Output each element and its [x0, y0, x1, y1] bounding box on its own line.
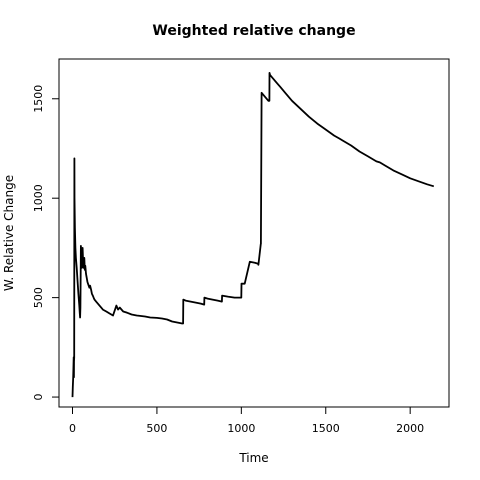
- y-tick-label: 1500: [32, 85, 45, 113]
- y-axis: 0 500 1000 1500: [32, 85, 60, 401]
- y-tick-label: 1000: [32, 184, 45, 212]
- y-tick-label: 0: [32, 394, 45, 401]
- x-axis: 0 500 1000 1500 2000: [69, 406, 424, 435]
- x-tick-label: 2000: [396, 422, 424, 435]
- series-line: [71, 72, 435, 398]
- x-tick-label: 1000: [227, 422, 255, 435]
- x-axis-label: Time: [238, 451, 268, 465]
- chart-title: Weighted relative change: [152, 23, 355, 39]
- x-tick-label: 1500: [312, 422, 340, 435]
- plot-frame: [58, 58, 450, 408]
- x-tick-label: 500: [146, 422, 167, 435]
- x-tick-label: 0: [69, 422, 76, 435]
- y-tick-label: 500: [32, 287, 45, 308]
- y-axis-label: W. Relative Change: [2, 175, 16, 291]
